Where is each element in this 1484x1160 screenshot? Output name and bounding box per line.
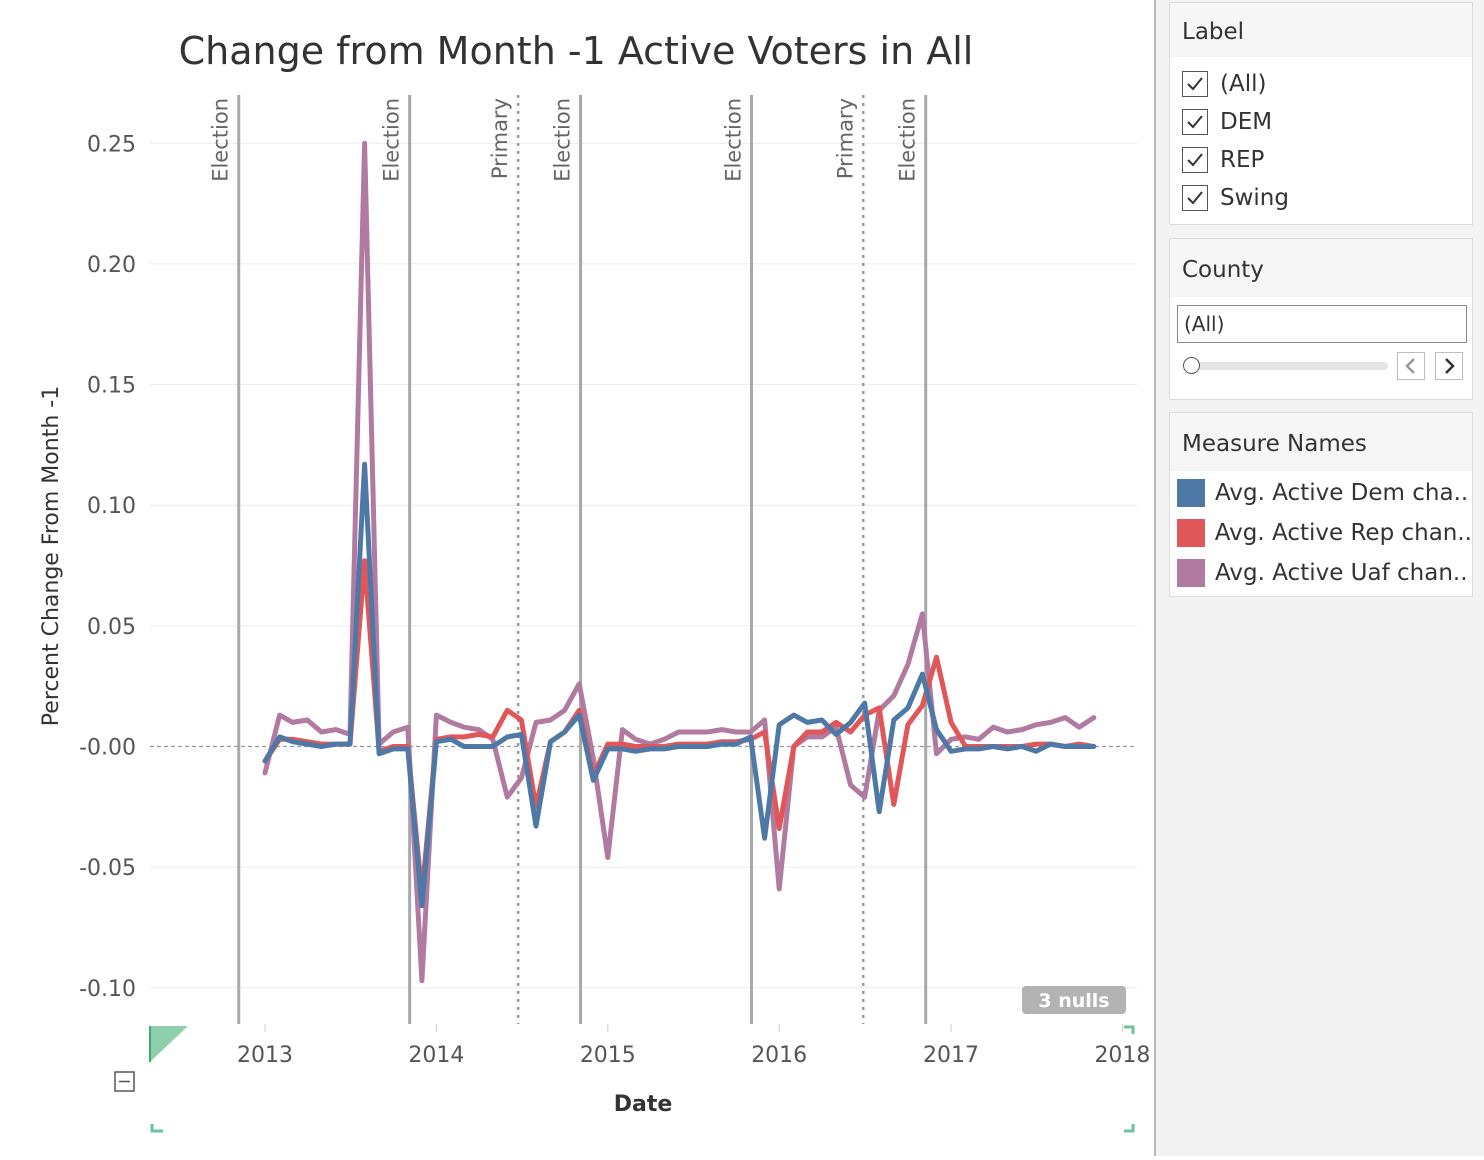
checkbox[interactable] bbox=[1182, 185, 1208, 211]
checkbox[interactable] bbox=[1182, 109, 1208, 135]
selection-corner-icon bbox=[150, 1025, 1135, 1133]
series-line[interactable] bbox=[262, 558, 1097, 897]
x-tick-label: 2014 bbox=[408, 1043, 464, 1068]
legend-items: Avg. Active Dem cha.. Avg. Active Rep cha… bbox=[1170, 471, 1472, 593]
sidebar: Label (All) DEM REP Swing County (All) Meas… bbox=[1156, 0, 1484, 1156]
series-line[interactable] bbox=[262, 461, 1097, 909]
y-tick-label: -0.05 bbox=[79, 856, 136, 881]
chart-title: Change from Month -1 Active Voters in Al… bbox=[179, 29, 974, 73]
label-filter-option[interactable]: Swing bbox=[1170, 179, 1472, 217]
legend-swatch bbox=[1177, 519, 1205, 547]
legend-item-label: Avg. Active Rep chan.. bbox=[1214, 520, 1472, 546]
checkmark-icon bbox=[1187, 153, 1203, 167]
legend-item-label: Avg. Active Dem cha.. bbox=[1215, 480, 1469, 506]
series-line[interactable] bbox=[262, 140, 1097, 984]
y-tick-label: -0.10 bbox=[79, 977, 136, 1002]
legend-swatch bbox=[1177, 479, 1205, 507]
reference-line-label: Election bbox=[380, 98, 404, 182]
label-filter-option[interactable]: REP bbox=[1170, 141, 1472, 179]
legend-item[interactable]: Avg. Active Dem cha.. bbox=[1170, 473, 1472, 513]
y-axis-label: Percent Change From Month -1 bbox=[39, 386, 64, 726]
county-input[interactable]: (All) bbox=[1177, 305, 1467, 343]
county-filter-title: County bbox=[1170, 239, 1472, 297]
reference-line-label: Election bbox=[721, 98, 745, 182]
county-slider-thumb[interactable] bbox=[1183, 357, 1200, 374]
chevron-left-icon bbox=[1405, 358, 1415, 374]
legend-swatch bbox=[1177, 559, 1205, 587]
x-tick-label: 2016 bbox=[751, 1043, 807, 1068]
reference-line-label: Election bbox=[209, 98, 233, 182]
county-slider-track[interactable] bbox=[1190, 362, 1388, 370]
x-tick-label: 2015 bbox=[580, 1043, 636, 1068]
label-filter-option-label: Swing bbox=[1220, 185, 1289, 211]
checkmark-icon bbox=[1187, 115, 1203, 129]
y-tick-label: 0.20 bbox=[87, 253, 136, 278]
axis-corner-marker bbox=[149, 1026, 188, 1062]
label-filter-option-label: REP bbox=[1220, 147, 1265, 173]
label-filter-option-label: DEM bbox=[1220, 109, 1273, 135]
measure-names-legend: Measure Names Avg. Active Dem cha.. Avg. … bbox=[1169, 412, 1473, 597]
reference-line-label: Primary bbox=[833, 98, 857, 179]
label-filter-card: Label (All) DEM REP Swing bbox=[1169, 2, 1473, 225]
line-chart: Change from Month -1 Active Voters in Al… bbox=[39, 29, 1150, 1133]
label-filter-option-label: (All) bbox=[1220, 71, 1267, 97]
county-prev-button[interactable] bbox=[1397, 352, 1425, 380]
county-next-button[interactable] bbox=[1435, 352, 1463, 380]
legend-item-label: Avg. Active Uaf chan.. bbox=[1215, 560, 1468, 586]
nulls-badge[interactable]: 3 nulls bbox=[1022, 986, 1126, 1014]
y-axis-ticks: 0.25 0.20 0.15 0.10 0.05 -0.00 -0.05 -0.10 bbox=[79, 132, 136, 1002]
label-filter-options: (All) DEM REP Swing bbox=[1170, 57, 1472, 217]
label-filter-option[interactable]: (All) bbox=[1170, 65, 1472, 103]
y-tick-label: 0.05 bbox=[87, 615, 136, 640]
collapse-axis-icon[interactable] bbox=[114, 1071, 135, 1092]
x-tick-label: 2013 bbox=[237, 1043, 293, 1068]
checkbox[interactable] bbox=[1182, 147, 1208, 173]
county-filter-card: County (All) bbox=[1169, 238, 1473, 400]
y-tick-label: -0.00 bbox=[79, 736, 136, 761]
legend-item[interactable]: Avg. Active Rep chan.. bbox=[1170, 513, 1472, 553]
x-axis-label: Date bbox=[614, 1092, 673, 1117]
gridlines bbox=[150, 142, 1137, 989]
reference-lines: Election Election Primary Election Election P… bbox=[209, 95, 928, 1024]
reference-line-label: Election bbox=[896, 98, 920, 182]
x-axis-ticks: 2013 2014 2015 2016 2017 2018 bbox=[237, 1024, 1150, 1068]
checkbox[interactable] bbox=[1182, 71, 1208, 97]
checkmark-icon bbox=[1187, 77, 1203, 91]
chevron-right-icon bbox=[1445, 358, 1455, 374]
x-tick-label: 2017 bbox=[923, 1043, 979, 1068]
series-lines bbox=[262, 140, 1097, 984]
legend-item[interactable]: Avg. Active Uaf chan.. bbox=[1170, 553, 1472, 593]
y-tick-label: 0.10 bbox=[87, 494, 136, 519]
x-tick-label: 2018 bbox=[1094, 1043, 1150, 1068]
reference-line-label: Primary bbox=[488, 98, 512, 179]
label-filter-title: Label bbox=[1170, 3, 1472, 57]
chart-area: Change from Month -1 Active Voters in Al… bbox=[39, 29, 1151, 1133]
y-tick-label: 0.25 bbox=[87, 132, 136, 157]
nulls-badge-label: 3 nulls bbox=[1038, 990, 1109, 1012]
y-tick-label: 0.15 bbox=[87, 374, 136, 399]
checkmark-icon bbox=[1187, 191, 1203, 205]
legend-title: Measure Names bbox=[1170, 413, 1472, 471]
label-filter-option[interactable]: DEM bbox=[1170, 103, 1472, 141]
reference-line-label: Election bbox=[551, 98, 575, 182]
panel-divider bbox=[1154, 0, 1156, 1156]
